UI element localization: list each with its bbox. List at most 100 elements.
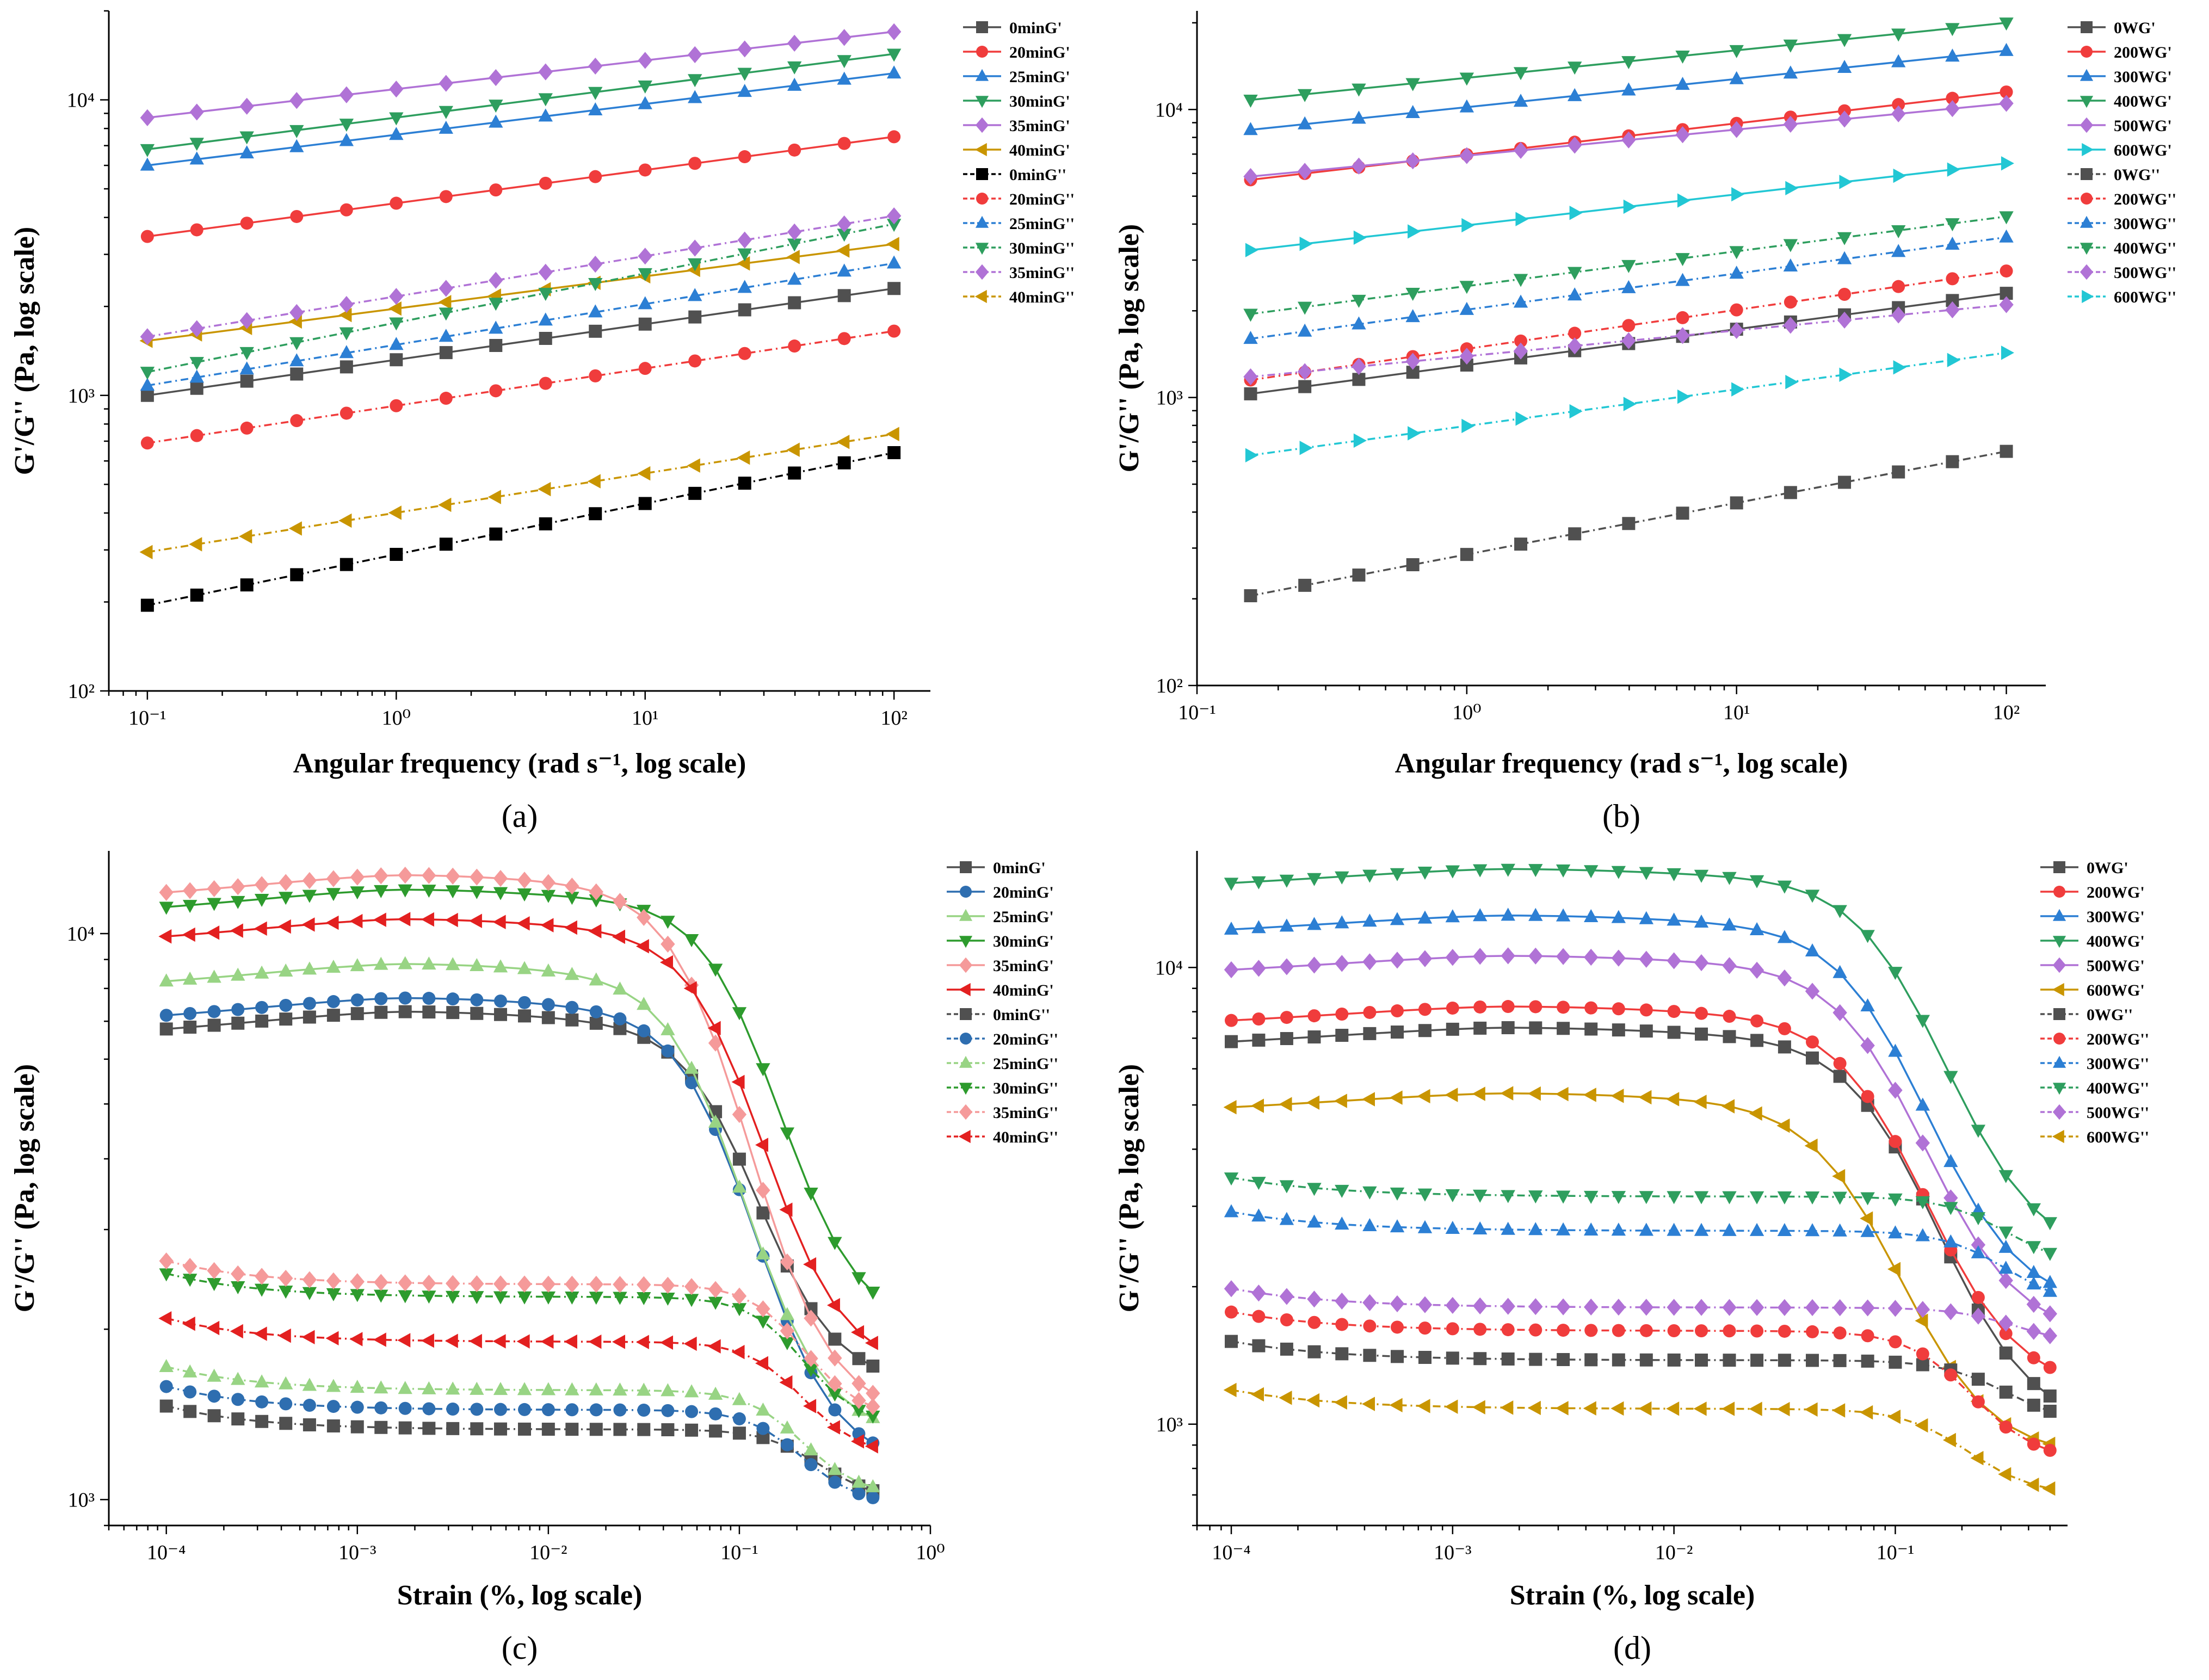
- data-point: [279, 999, 293, 1012]
- data-point: [492, 915, 506, 929]
- data-point: [239, 529, 252, 544]
- series-line: [166, 918, 874, 1344]
- data-point: [1334, 1395, 1347, 1410]
- data-point: [1279, 918, 1294, 932]
- data-point: [1417, 1399, 1430, 1413]
- data-point: [2026, 1478, 2039, 1492]
- data-point: [239, 145, 254, 159]
- data-point: [254, 1283, 269, 1297]
- data-point: [303, 1010, 316, 1024]
- data-point: [493, 1008, 507, 1021]
- legend-item: 300WG'': [2040, 1055, 2149, 1073]
- data-point: [1860, 1224, 1875, 1237]
- data-point: [231, 895, 245, 909]
- data-point: [638, 268, 652, 281]
- data-point: [1335, 915, 1349, 929]
- data-point: [1675, 253, 1690, 267]
- data-point: [637, 909, 651, 926]
- data-point: [837, 137, 851, 150]
- legend-label: 500WG': [2114, 117, 2172, 135]
- data-point: [1889, 1355, 1902, 1369]
- data-point: [1891, 54, 1906, 67]
- legend-item: 0WG': [2068, 19, 2156, 37]
- data-point: [1417, 867, 1433, 880]
- data-point: [189, 138, 204, 151]
- data-point: [1749, 1401, 1762, 1416]
- series-40minG': [158, 912, 878, 1350]
- series-0WG'': [1244, 444, 2013, 602]
- data-point: [1694, 914, 1709, 928]
- series-200WG'': [1225, 1305, 2057, 1457]
- data-point: [787, 223, 802, 240]
- legend-marker: [2080, 264, 2094, 280]
- data-point: [1279, 874, 1294, 888]
- legend-item: 20minG': [947, 884, 1054, 901]
- legend-item: 0WG'': [2068, 166, 2160, 184]
- data-point: [1307, 1030, 1321, 1044]
- data-point: [231, 967, 245, 981]
- data-point: [1891, 225, 1906, 238]
- data-point: [1611, 1191, 1626, 1205]
- data-point: [1860, 1192, 1875, 1206]
- legend-marker: [2081, 193, 2093, 205]
- data-point: [1667, 1005, 1681, 1018]
- data-point: [1888, 1043, 1903, 1057]
- data-point: [1723, 1030, 1736, 1043]
- data-point: [1307, 956, 1322, 974]
- data-point: [1418, 1024, 1431, 1037]
- data-point: [1584, 909, 1599, 922]
- data-point: [688, 157, 702, 170]
- x-tick-label: 10⁻²: [529, 1541, 567, 1564]
- legend-marker: [959, 1104, 973, 1120]
- data-point: [1245, 448, 1258, 463]
- data-point: [1838, 475, 1852, 489]
- data-point: [1612, 1324, 1625, 1337]
- data-point: [1675, 126, 1690, 144]
- data-point: [1405, 288, 1420, 301]
- data-point: [539, 176, 552, 190]
- data-point: [684, 1278, 699, 1295]
- legend-label: 200WG': [2087, 884, 2145, 901]
- data-point: [438, 295, 452, 310]
- series-line: [147, 135, 894, 238]
- data-point: [779, 1202, 793, 1217]
- data-point: [1500, 1086, 1514, 1101]
- data-point: [1916, 1347, 1929, 1361]
- data-point: [589, 894, 603, 908]
- data-point: [638, 52, 652, 69]
- data-point: [661, 1404, 675, 1417]
- data-point: [1667, 868, 1681, 881]
- data-point: [140, 328, 155, 345]
- data-point: [589, 1423, 603, 1436]
- data-point: [1225, 1305, 1238, 1319]
- data-point: [1784, 486, 1797, 499]
- data-point: [1473, 1297, 1488, 1315]
- data-point: [422, 885, 436, 898]
- data-point: [828, 1462, 842, 1475]
- series-35minG'': [140, 207, 902, 345]
- data-point: [1970, 1450, 1984, 1466]
- y-axis-title: G'/G'' (Pa, log scale): [9, 227, 40, 475]
- data-point: [279, 1286, 293, 1299]
- data-point: [661, 1292, 675, 1306]
- data-point: [1639, 1222, 1654, 1236]
- data-point: [565, 878, 579, 895]
- data-point: [1998, 1239, 2013, 1253]
- legend-item: 200WG': [2040, 884, 2145, 901]
- data-point: [1837, 232, 1852, 245]
- data-point: [780, 1322, 795, 1339]
- legend-marker: [2052, 1083, 2066, 1095]
- data-point: [1915, 1134, 1930, 1152]
- data-point: [1280, 1313, 1293, 1326]
- data-point: [240, 374, 254, 388]
- data-point: [446, 1006, 460, 1020]
- series-400WG': [1224, 863, 2057, 1231]
- data-point: [1639, 950, 1654, 968]
- data-point: [708, 1296, 723, 1310]
- data-point: [886, 255, 902, 269]
- data-point: [303, 1418, 316, 1431]
- legend-marker: [975, 264, 989, 280]
- data-point: [397, 912, 411, 927]
- data-point: [326, 888, 341, 901]
- data-point: [1567, 267, 1582, 280]
